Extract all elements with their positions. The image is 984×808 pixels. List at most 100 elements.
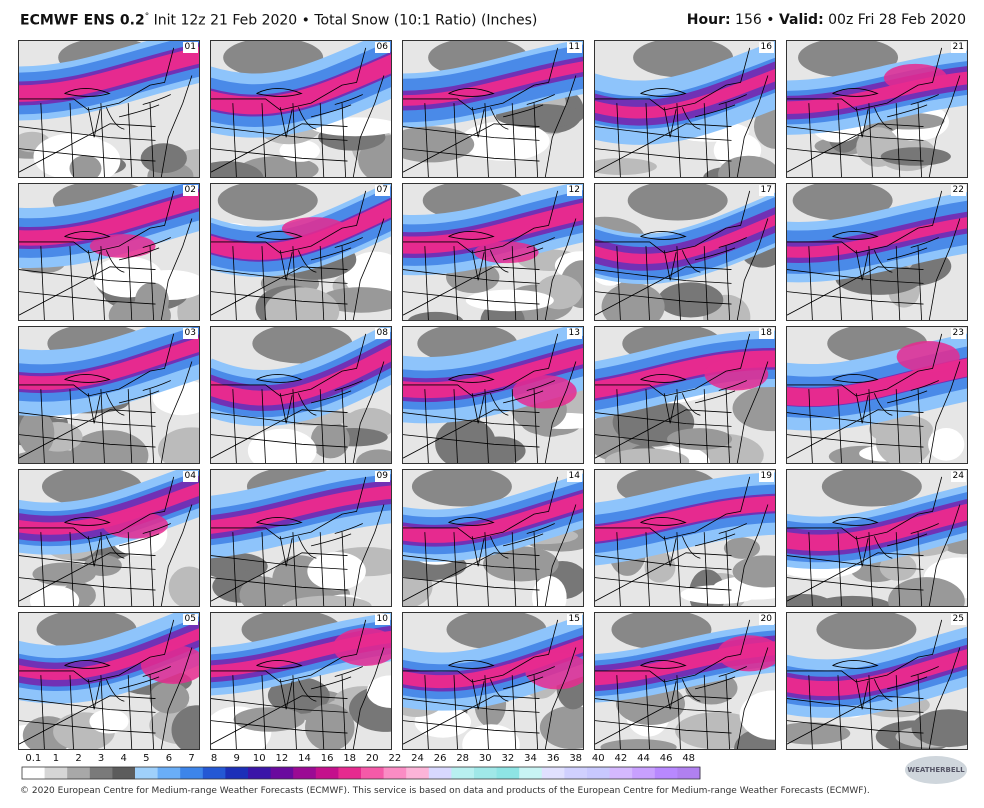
lake [64, 231, 171, 281]
border [837, 246, 842, 320]
border [808, 675, 813, 749]
border [868, 246, 873, 320]
border [40, 103, 45, 177]
snow-patch [667, 428, 733, 450]
map-panel: 14 [402, 469, 584, 607]
border [424, 389, 429, 463]
border [484, 675, 489, 749]
snow-patch [217, 184, 318, 221]
coast [928, 504, 961, 606]
colorbar-label: 32 [501, 753, 515, 764]
border [511, 389, 517, 463]
coast [160, 218, 193, 320]
colorbar-segment [564, 767, 588, 779]
border [725, 246, 730, 320]
colorbar-label: 6 [165, 753, 173, 764]
coast [352, 504, 385, 606]
map-panel: 23 [786, 326, 968, 464]
snow-max [140, 644, 199, 684]
snow-patch [140, 143, 187, 174]
map-panel: 04 [18, 469, 200, 607]
border [595, 269, 732, 284]
border [676, 389, 681, 463]
border [703, 103, 709, 177]
border [211, 577, 348, 591]
border [453, 532, 458, 606]
coast [160, 504, 193, 606]
valid-label: Valid: [778, 12, 824, 28]
subtitle: Init 12z 21 Feb 2020 • Total Snow (10:1 … [153, 12, 538, 29]
lake [256, 374, 363, 424]
border [787, 552, 924, 602]
snow-band [403, 493, 583, 543]
border [341, 532, 346, 606]
lake [640, 517, 747, 567]
map-panel: 16 [594, 40, 776, 178]
border [424, 246, 429, 320]
member-number: 13 [566, 328, 582, 339]
border [211, 409, 348, 459]
map [211, 470, 391, 606]
border [837, 389, 842, 463]
colorbar-segment [609, 767, 633, 779]
border [211, 434, 348, 448]
snow-patch [792, 184, 893, 221]
border [595, 434, 732, 448]
snow-patch [89, 709, 129, 734]
snow-patch [239, 576, 288, 606]
border [595, 619, 751, 683]
border [403, 409, 540, 459]
border [69, 532, 74, 606]
border [261, 389, 266, 463]
border [19, 126, 156, 141]
snow-patch [366, 675, 391, 708]
border [19, 619, 175, 683]
border [149, 532, 154, 606]
colorbar-label: 28 [456, 753, 470, 764]
colorbar-segment [587, 767, 611, 779]
snow-band [595, 495, 775, 542]
map [787, 613, 967, 749]
snow-patch [732, 385, 775, 432]
border [424, 675, 429, 749]
member-number: 06 [374, 42, 390, 53]
border [533, 532, 538, 606]
border [211, 476, 367, 540]
colorbar-frame [21, 766, 701, 780]
map-panel: 22 [786, 183, 968, 321]
map [787, 470, 967, 606]
border [403, 577, 540, 591]
border [261, 246, 266, 320]
border [595, 333, 751, 397]
colorbar-segment [632, 767, 656, 779]
border [787, 695, 924, 745]
member-number: 02 [182, 185, 198, 196]
border [19, 190, 175, 254]
border [895, 389, 901, 463]
snow-patch [888, 577, 965, 606]
hour-label: Hour: [686, 12, 731, 28]
border [40, 389, 45, 463]
border [403, 266, 540, 316]
lake [256, 517, 363, 567]
border [787, 698, 924, 713]
border [19, 698, 156, 713]
border [676, 675, 681, 749]
border [868, 675, 873, 749]
snow-band [211, 485, 391, 534]
border [127, 103, 133, 177]
member-number: 09 [374, 471, 390, 482]
border [100, 389, 105, 463]
colorbar-segment [248, 767, 272, 779]
border [837, 675, 842, 749]
snow-patch [595, 158, 657, 176]
member-number: 21 [950, 42, 966, 53]
snow-patch [70, 430, 149, 463]
border [917, 389, 922, 463]
border [149, 675, 154, 749]
border [595, 577, 732, 591]
snow-patch [356, 449, 391, 463]
snow-patch [462, 724, 520, 749]
border [341, 246, 346, 320]
border [211, 552, 348, 602]
